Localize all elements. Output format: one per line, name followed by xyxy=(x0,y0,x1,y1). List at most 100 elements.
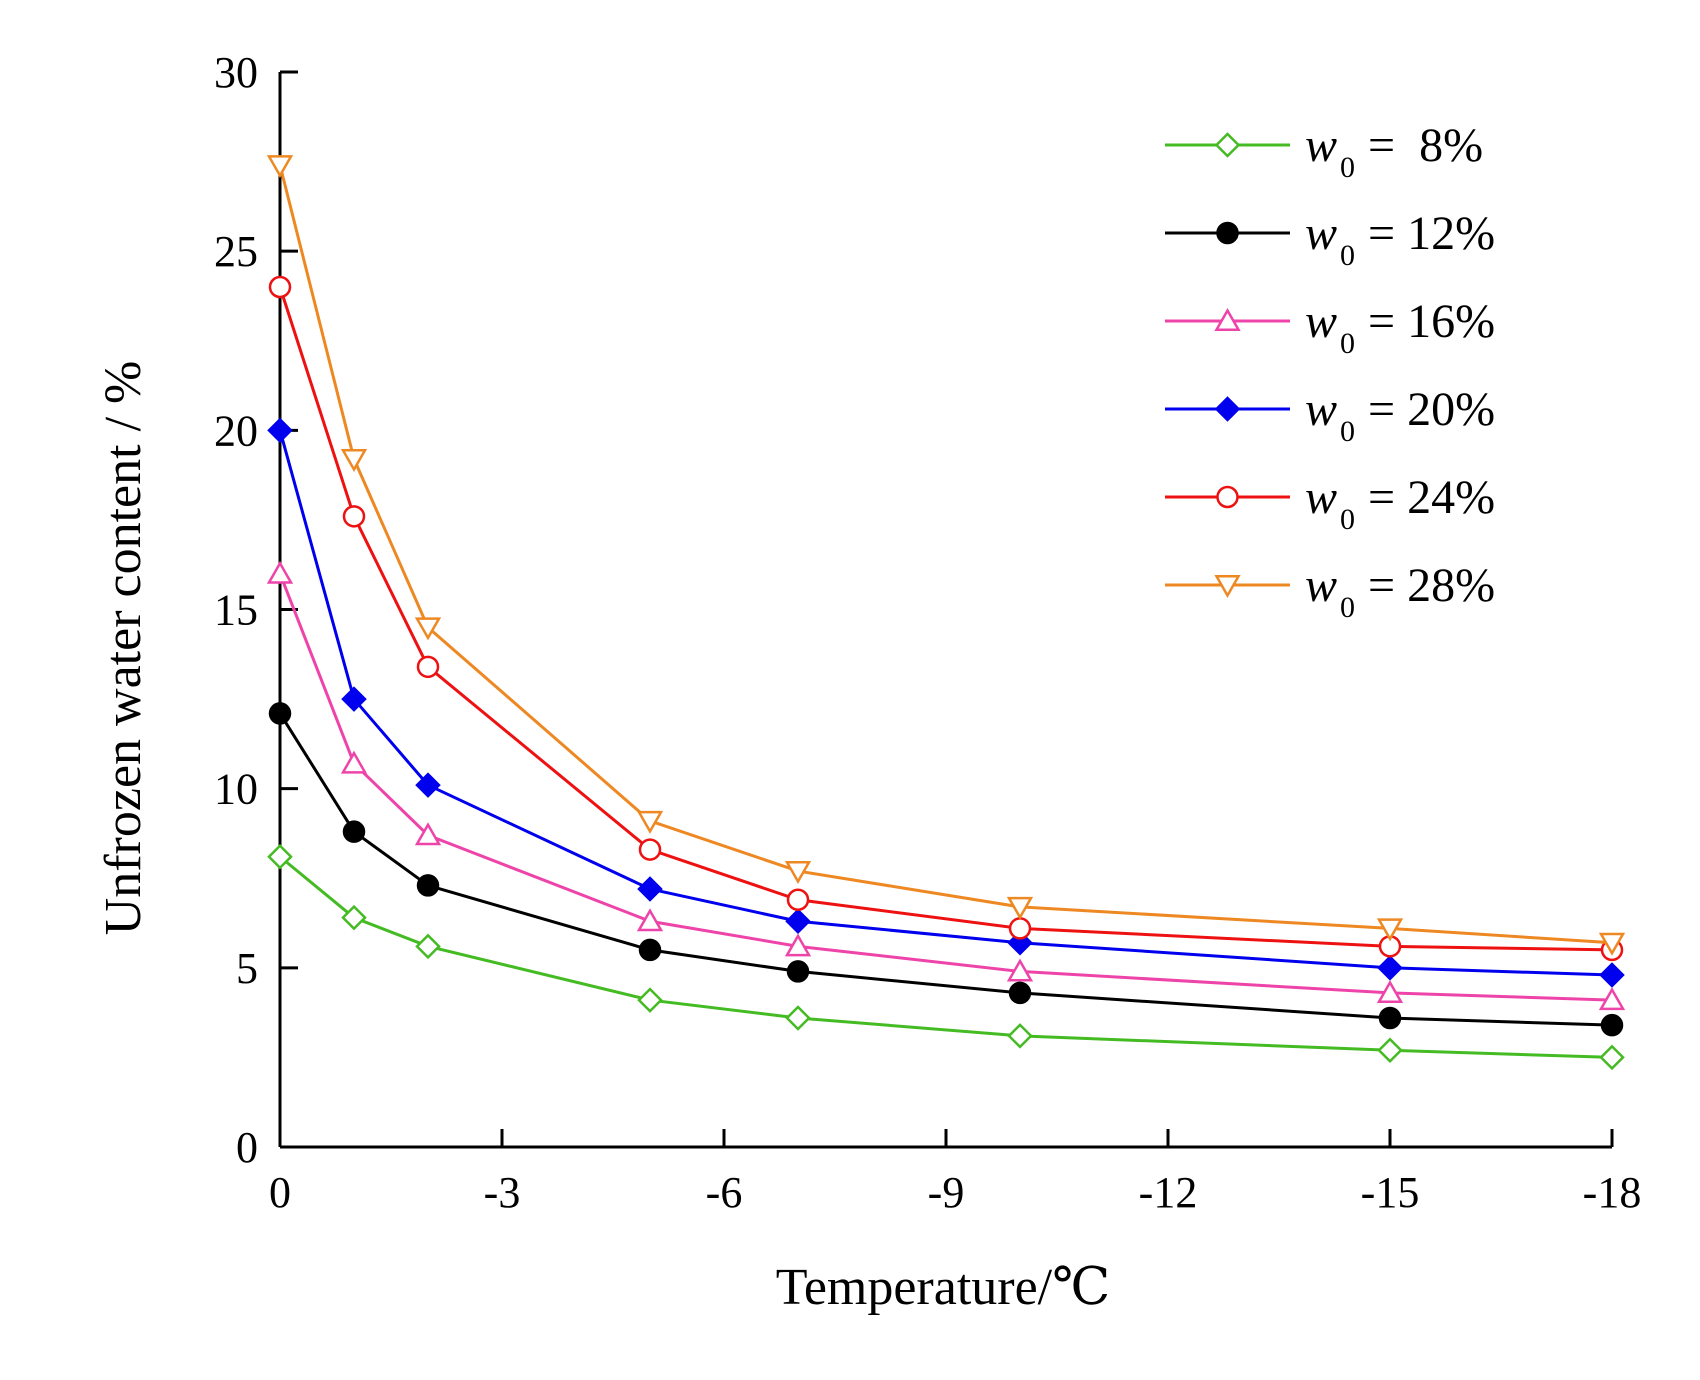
y-tick-label: 25 xyxy=(214,227,258,276)
data-point xyxy=(1376,979,1404,1003)
x-tick-label: 0 xyxy=(269,1168,291,1217)
data-point xyxy=(268,702,292,725)
data-point xyxy=(414,822,442,846)
legend-entry: w 0 = 28% xyxy=(1165,559,1495,624)
data-point xyxy=(1376,918,1404,942)
series-12-percent xyxy=(268,702,1624,1037)
legend-subscript: 0 xyxy=(1340,239,1355,272)
legend-entry: w 0 = 12% xyxy=(1165,207,1495,272)
data-point xyxy=(416,874,440,897)
data-point xyxy=(1006,896,1034,920)
legend-entry: w 0 = 24% xyxy=(1165,471,1495,536)
legend-subscript: 0 xyxy=(1340,151,1355,184)
data-point xyxy=(638,838,662,861)
data-point xyxy=(342,505,366,528)
y-axis-title: Unfrozen water content / % xyxy=(95,361,152,936)
x-tick-label: -6 xyxy=(706,1168,743,1217)
data-point xyxy=(340,448,368,472)
y-tick-label: 10 xyxy=(214,765,258,814)
legend-variable: w xyxy=(1305,207,1337,260)
y-tick-label: 0 xyxy=(236,1123,258,1172)
data-point xyxy=(637,987,663,1013)
data-point xyxy=(1599,1044,1625,1071)
legend-subscript: 0 xyxy=(1340,415,1355,448)
data-point xyxy=(342,820,366,843)
series-line xyxy=(278,712,1613,1027)
axes: 0 5 10 15 20 25 30 0 -3 -6 -9 -12 -15 -18 xyxy=(214,48,1641,1217)
legend-marker xyxy=(1214,574,1241,598)
data-point xyxy=(415,933,441,960)
series-line xyxy=(279,855,1613,1059)
x-tick-label: -18 xyxy=(1583,1168,1642,1217)
data-point xyxy=(340,750,368,774)
legend-marker xyxy=(1216,221,1239,245)
data-point xyxy=(416,655,440,679)
y-tick-label: 5 xyxy=(236,944,258,993)
series-layer xyxy=(266,155,1626,1071)
series-line xyxy=(278,164,1613,945)
data-point xyxy=(267,843,293,870)
data-point xyxy=(637,876,663,902)
data-point xyxy=(341,904,367,931)
series-16-percent xyxy=(266,560,1626,1011)
data-point xyxy=(1008,917,1032,940)
data-point xyxy=(785,1005,811,1031)
legend-variable: w xyxy=(1305,295,1337,348)
data-point xyxy=(785,908,811,935)
data-point xyxy=(784,933,812,957)
data-point xyxy=(266,155,294,179)
legend-subscript: 0 xyxy=(1340,503,1355,536)
legend-variable: w xyxy=(1305,559,1337,612)
data-point xyxy=(1008,981,1032,1005)
legend-marker xyxy=(1214,396,1241,422)
data-point xyxy=(1378,1006,1402,1030)
y-tick-label: 15 xyxy=(214,586,258,635)
data-point xyxy=(268,275,292,299)
legend: w 0 = 8%w 0 = 12%w 0 = 16%w 0 = 20%w 0 = 24%w 0 = 28… xyxy=(1165,119,1495,624)
data-point xyxy=(636,908,664,932)
legend-marker xyxy=(1214,132,1241,158)
data-point xyxy=(414,617,442,641)
data-point xyxy=(784,861,812,885)
data-point xyxy=(1599,962,1625,988)
legend-label: = 28% xyxy=(1368,559,1495,612)
legend-marker xyxy=(1214,308,1241,332)
legend-entry: w 0 = 20% xyxy=(1165,383,1495,448)
series-8-percent xyxy=(267,843,1625,1071)
data-point xyxy=(636,810,664,834)
legend-marker xyxy=(1216,485,1239,509)
data-point xyxy=(1598,932,1626,956)
series-28-percent xyxy=(266,155,1626,956)
y-tick-label: 20 xyxy=(214,406,258,455)
legend-label: = 8% xyxy=(1368,119,1483,172)
legend-variable: w xyxy=(1305,119,1337,172)
data-point xyxy=(1598,987,1626,1011)
legend-subscript: 0 xyxy=(1340,327,1355,360)
data-point xyxy=(1377,1037,1403,1064)
legend-variable: w xyxy=(1305,471,1337,524)
series-20-percent xyxy=(267,417,1625,988)
legend-variable: w xyxy=(1305,383,1337,436)
x-tick-label: -15 xyxy=(1361,1168,1420,1217)
data-point xyxy=(786,960,810,983)
legend-label: = 24% xyxy=(1368,471,1495,524)
series-line xyxy=(278,429,1613,977)
x-axis-title: Temperature/℃ xyxy=(776,1259,1111,1316)
x-tick-label: -9 xyxy=(928,1168,965,1217)
legend-subscript: 0 xyxy=(1340,591,1355,624)
legend-label: = 16% xyxy=(1368,295,1495,348)
data-point xyxy=(638,938,662,962)
series-line xyxy=(278,573,1613,1002)
legend-label: = 12% xyxy=(1368,207,1495,260)
legend-label: = 20% xyxy=(1368,383,1495,436)
data-point xyxy=(1007,1023,1033,1049)
data-point xyxy=(1377,955,1403,981)
data-point xyxy=(415,772,441,798)
data-point xyxy=(266,560,294,584)
data-point xyxy=(1006,958,1034,982)
data-point xyxy=(786,888,810,911)
series-line xyxy=(278,286,1613,952)
data-point xyxy=(341,686,367,712)
series-24-percent xyxy=(268,275,1624,962)
